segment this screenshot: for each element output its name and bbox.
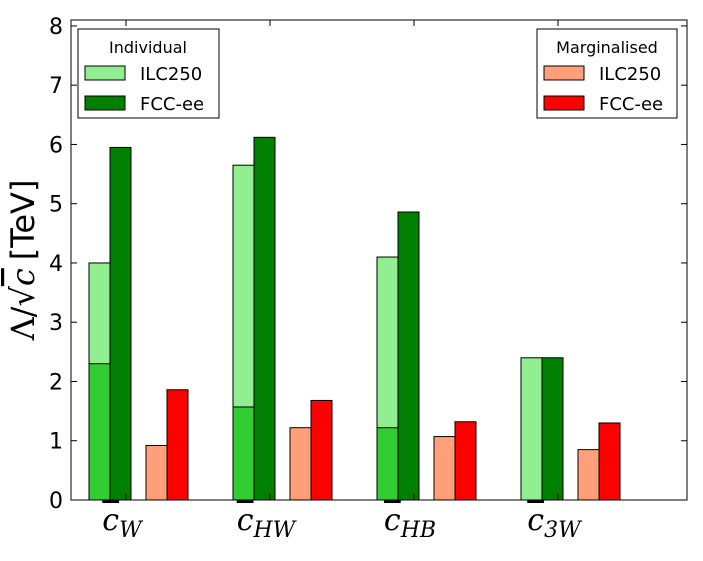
y-tick-label-2: 2	[49, 370, 63, 395]
y-label-c: c	[4, 268, 42, 286]
bar-individual-fcc-ee-0	[109, 146, 132, 501]
bar-marginalised-ilc250-1	[289, 427, 312, 501]
bar-inner-ilc250-1	[232, 406, 255, 501]
y-tick-label-0: 0	[49, 489, 63, 514]
bar-marginalised-fcc-ee-1	[310, 399, 333, 501]
bar-inner-ilc250-0	[88, 363, 111, 501]
y-tick-label-1: 1	[49, 430, 63, 455]
bar-individual-fcc-ee-3	[541, 357, 564, 501]
x-tick-label-base-0: c	[102, 503, 119, 538]
x-tick-label-sub-3: 3W	[544, 518, 583, 543]
legend-marginalised-title: Marginalised	[556, 38, 658, 57]
x-tick-label-base-2: c	[384, 503, 401, 538]
x-tick-label-sub-0: W	[119, 518, 144, 543]
x-tick-label-1: cHW	[237, 503, 298, 543]
bar-marginalised-ilc250-2	[433, 436, 456, 501]
bar-marginalised-ilc250-3	[577, 449, 600, 501]
bar-individual-fcc-ee-1	[253, 136, 276, 501]
x-tick-label-sub-2: HB	[400, 518, 436, 543]
x-tick-label-3: c3W	[527, 503, 583, 543]
y-tick-label-4: 4	[49, 252, 63, 277]
legend-individual-label-0: ILC250	[140, 64, 202, 85]
bar-individual-fcc-ee-2	[397, 211, 420, 501]
y-tick-label-6: 6	[49, 133, 63, 158]
x-tick-label-0: cW	[102, 503, 144, 543]
bar-marginalised-fcc-ee-2	[454, 421, 477, 501]
y-label-slash: /	[4, 306, 42, 317]
legend-marginalised-swatch-0	[543, 65, 585, 81]
legend-individual-swatch-0	[84, 65, 126, 81]
y-label-lambda: Λ	[4, 316, 42, 341]
legend-marginalised-swatch-1	[543, 95, 585, 111]
x-tick-label-base-1: c	[237, 503, 254, 538]
y-tick-label-3: 3	[49, 311, 63, 336]
bar-marginalised-fcc-ee-3	[598, 422, 621, 501]
legend-individual: Individual ILC250 FCC-ee	[77, 28, 220, 119]
legend-individual-title: Individual	[109, 38, 187, 57]
bar-marginalised-fcc-ee-0	[166, 389, 189, 501]
y-tick-label-5: 5	[49, 193, 63, 218]
bar-inner-ilc250-2	[376, 427, 399, 501]
y-label-unit: [TeV]	[4, 180, 42, 261]
x-tick-label-base-3: c	[527, 503, 544, 538]
legend-individual-label-1: FCC-ee	[140, 94, 204, 115]
legend-marginalised-label-0: ILC250	[599, 64, 661, 85]
y-axis-label: Λ/√c [TeV]	[4, 180, 42, 342]
legend-individual-swatch-1	[84, 95, 126, 111]
x-tick-label-sub-1: HW	[253, 518, 298, 543]
x-tick-label-2: cHB	[384, 503, 436, 543]
legend-marginalised-label-1: FCC-ee	[599, 94, 663, 115]
bar-marginalised-ilc250-0	[145, 444, 168, 501]
y-label-sqrt: √	[4, 286, 42, 307]
bar-individual-ilc250-3	[520, 357, 543, 501]
legend-marginalised: Marginalised ILC250 FCC-ee	[536, 28, 678, 119]
y-tick-label-8: 8	[49, 15, 63, 40]
y-tick-label-7: 7	[49, 74, 63, 99]
